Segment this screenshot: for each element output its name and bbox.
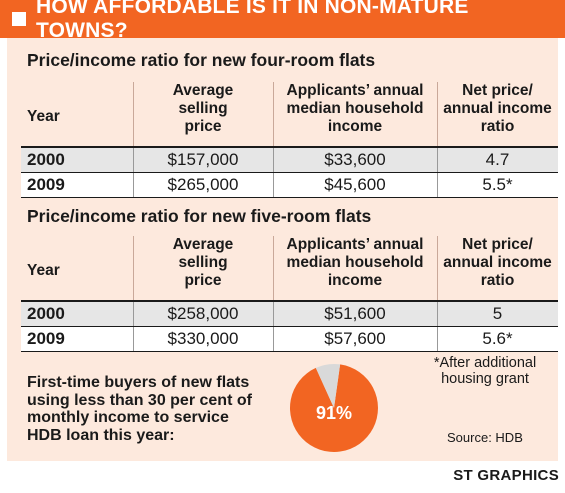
col-ratio: Net price/annual income ratio (443, 236, 552, 289)
col-median-income: Applicants’ annual median household income (286, 236, 424, 289)
table-rule (21, 300, 558, 302)
five-room-table: Year Average selling price Applicants’ ann… (21, 236, 558, 352)
divider (133, 236, 134, 300)
four-room-table: Year Average selling price Applicants’ ann… (21, 82, 558, 198)
square-bullet-icon (12, 12, 26, 26)
table-header: Year Average selling price Applicants’ ann… (21, 82, 558, 146)
row-rule (21, 326, 558, 327)
pie-slice-9 (315, 364, 341, 408)
five-room-title: Price/income ratio for new five-room fla… (27, 206, 372, 226)
row-rule (21, 197, 558, 198)
divider (133, 82, 134, 146)
table-row: 2000 $157,000 $33,600 4.7 (21, 148, 558, 172)
graphics-credit: ST GRAPHICS (453, 467, 559, 484)
header-bar: HOW AFFORDABLE IS IT IN NON-MATURE TOWNS… (0, 0, 565, 42)
divider (437, 82, 438, 146)
content-panel: Price/income ratio for new four-room fla… (7, 38, 558, 461)
source-note: Source: HDB (447, 430, 523, 445)
table-row: 2000 $258,000 $51,600 5 (21, 302, 558, 326)
col-median-income: Applicants’ annual median household income (286, 82, 424, 135)
row-rule (21, 351, 558, 352)
col-avg-price: Average selling price (172, 236, 234, 289)
four-room-title: Price/income ratio for new four-room fla… (27, 50, 376, 70)
table-header: Year Average selling price Applicants’ ann… (21, 236, 558, 300)
divider (273, 236, 274, 300)
col-avg-price: Average selling price (172, 82, 234, 135)
col-year: Year (27, 108, 60, 125)
col-ratio: Net price/annual income ratio (443, 82, 552, 135)
pie-label: 91% (316, 403, 352, 423)
pie-chart: 91% (289, 364, 378, 453)
row-rule (21, 172, 558, 173)
first-time-buyers-text: First-time buyers of new flats using les… (27, 374, 252, 444)
pie-slice-91 (289, 364, 378, 453)
divider (273, 82, 274, 146)
table-rule (21, 146, 558, 148)
footnote: *After additional housing grant (433, 355, 537, 387)
divider (437, 236, 438, 300)
col-year: Year (27, 262, 60, 279)
table-row: 2009 $330,000 $57,600 5.6* (21, 327, 558, 351)
table-row: 2009 $265,000 $45,600 5.5* (21, 173, 558, 197)
page-title: HOW AFFORDABLE IS IT IN NON-MATURE TOWNS… (35, 0, 469, 42)
